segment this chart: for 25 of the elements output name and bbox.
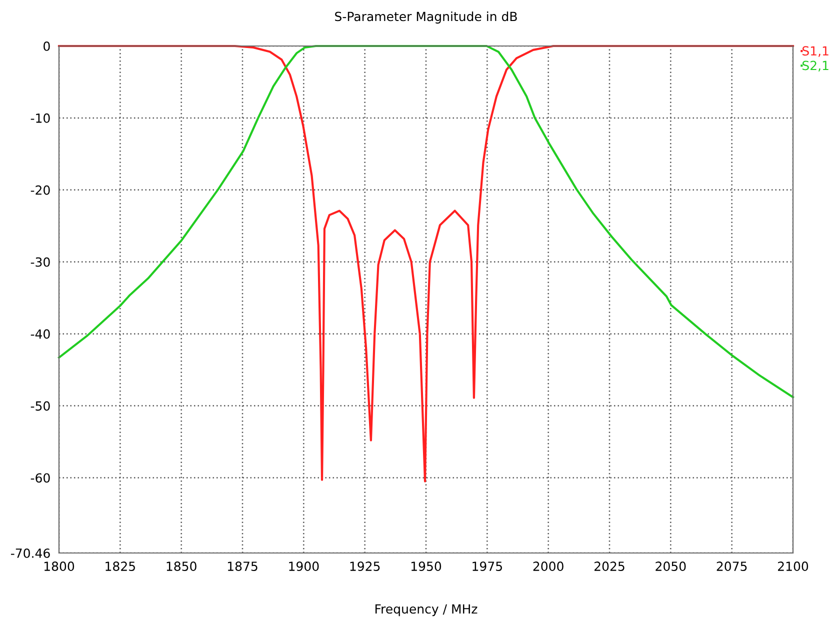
legend-label: S2,1 <box>802 60 828 72</box>
x-tick-label: 1925 <box>350 562 380 572</box>
x-tick-label: 1975 <box>472 562 502 572</box>
y-tick-label: -70.46 <box>10 548 50 558</box>
x-tick-label: 2025 <box>594 562 624 572</box>
y-tick-label: -20 <box>30 185 50 195</box>
x-tick-label: 1950 <box>411 562 442 572</box>
x-tick-label: 2075 <box>716 562 747 572</box>
x-tick-label: 1850 <box>166 562 196 572</box>
x-tick-label: 1875 <box>228 562 258 572</box>
y-tick-label: -60 <box>30 473 50 483</box>
legend-label: S1,1 <box>802 46 828 57</box>
y-tick-label: 0 <box>44 41 50 51</box>
y-tick-label: -30 <box>30 257 50 267</box>
y-tick-label: -50 <box>30 401 50 411</box>
y-tick-label: -10 <box>30 113 50 123</box>
x-tick-label: 1800 <box>44 562 74 572</box>
x-axis-title: Frequency / MHz <box>375 604 478 616</box>
x-tick-label: 1900 <box>289 562 319 572</box>
y-tick-label: -40 <box>30 329 50 339</box>
x-tick-label: 1825 <box>106 562 135 572</box>
x-tick-label: 2050 <box>656 562 686 572</box>
chart-title: S-Parameter Magnitude in dB <box>335 12 517 24</box>
x-tick-label: 2100 <box>778 562 808 572</box>
x-tick-label: 2000 <box>533 562 564 572</box>
